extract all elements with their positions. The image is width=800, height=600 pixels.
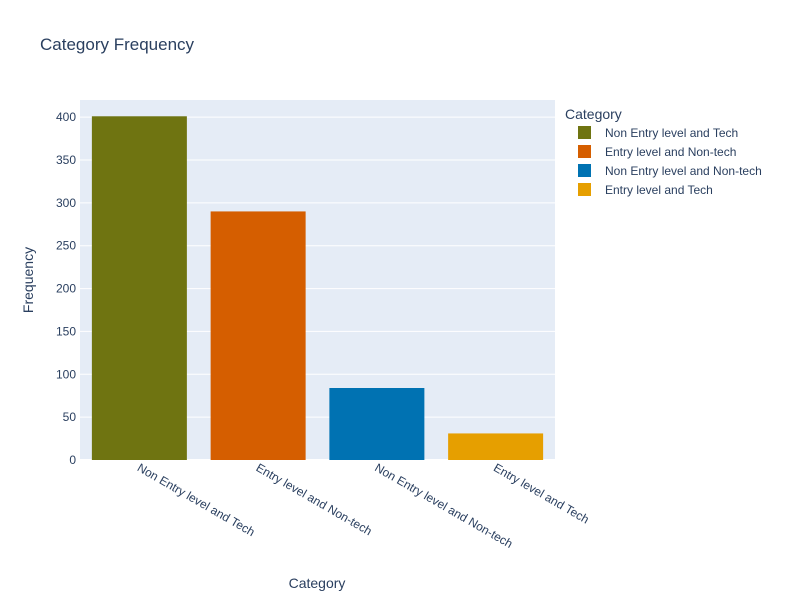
x-axis-title: Category xyxy=(289,575,346,591)
bar[interactable] xyxy=(210,211,306,460)
y-tick-label: 150 xyxy=(56,324,76,338)
y-tick-label: 300 xyxy=(56,196,76,210)
y-tick-label: 100 xyxy=(56,367,76,381)
legend: Category Non Entry level and Tech Entry l… xyxy=(565,106,762,197)
legend-swatch[interactable] xyxy=(578,126,591,139)
bars xyxy=(91,116,544,461)
y-axis-title: Frequency xyxy=(20,247,36,313)
x-tick-label: Entry level and Non-tech xyxy=(254,460,375,538)
x-tick-label: Entry level and Tech xyxy=(491,460,591,526)
legend-entry[interactable]: Non Entry level and Non-tech xyxy=(605,164,762,178)
legend-entry[interactable]: Entry level and Tech xyxy=(605,183,713,197)
y-tick-label: 250 xyxy=(56,239,76,253)
bar[interactable] xyxy=(448,433,544,460)
y-axis-ticks: 0 50 100 150 200 250 300 350 400 xyxy=(56,110,76,467)
x-tick-label: Non Entry level and Tech xyxy=(135,460,257,539)
y-tick-label: 350 xyxy=(56,153,76,167)
chart-title: Category Frequency xyxy=(40,35,195,54)
y-tick-label: 0 xyxy=(69,453,76,467)
legend-swatch[interactable] xyxy=(578,145,591,158)
y-tick-label: 50 xyxy=(63,410,77,424)
y-tick-label: 200 xyxy=(56,282,76,296)
legend-title: Category xyxy=(565,106,622,122)
bar[interactable] xyxy=(329,388,425,460)
bar[interactable] xyxy=(91,116,187,461)
legend-entry[interactable]: Non Entry level and Tech xyxy=(605,126,738,140)
legend-swatch[interactable] xyxy=(578,183,591,196)
legend-entry[interactable]: Entry level and Non-tech xyxy=(605,145,736,159)
y-tick-label: 400 xyxy=(56,110,76,124)
legend-swatch[interactable] xyxy=(578,164,591,177)
